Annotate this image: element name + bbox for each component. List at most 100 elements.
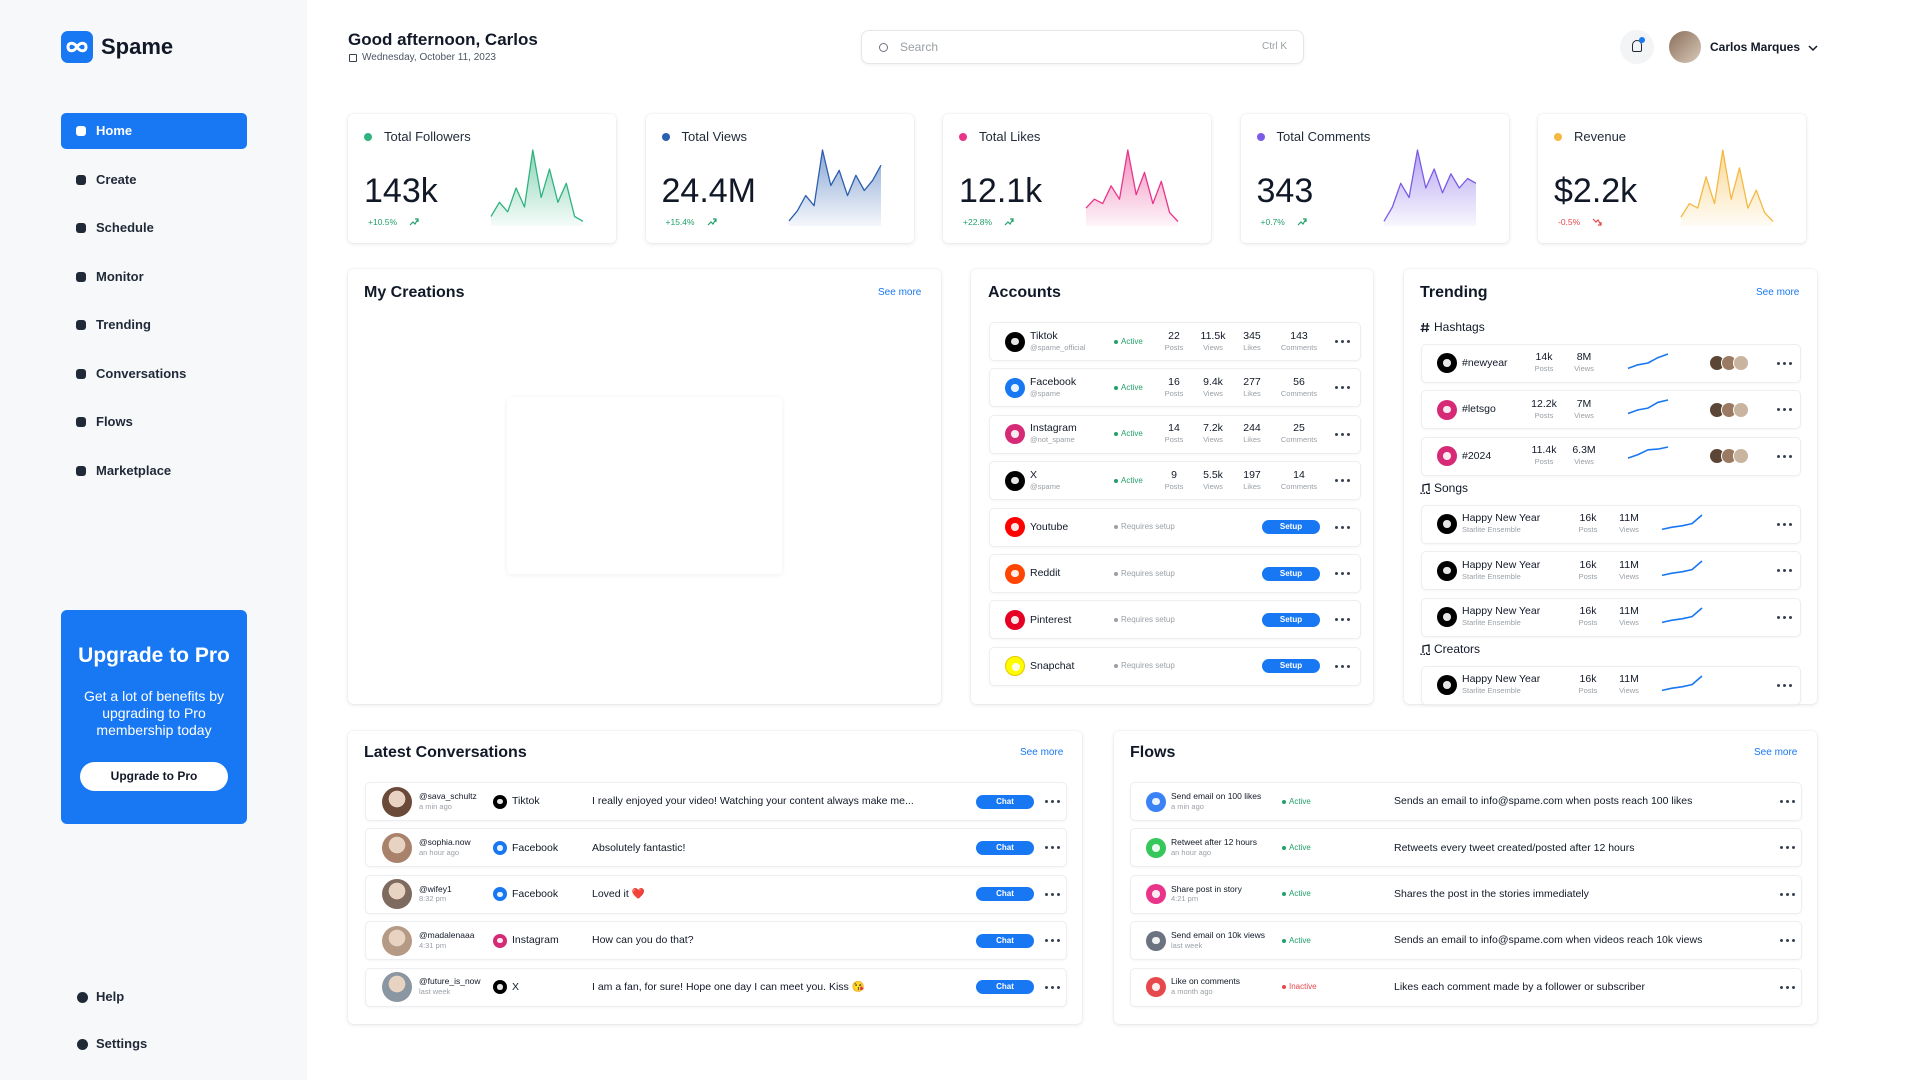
see-more-link[interactable]: See more [1754, 747, 1798, 758]
icon-glyph [1011, 523, 1019, 531]
account-row: Snapchat Requires setup Setup [989, 646, 1361, 686]
dot [1334, 618, 1338, 622]
dot [1056, 800, 1060, 803]
more-button[interactable] [1334, 572, 1350, 576]
metric-label: Likes [1243, 435, 1261, 445]
more-button[interactable] [1779, 892, 1795, 896]
nav-item[interactable]: Trending [61, 307, 247, 343]
more-button[interactable] [1044, 800, 1060, 804]
more-button[interactable] [1334, 479, 1350, 483]
more-button[interactable] [1776, 615, 1792, 619]
chat-button[interactable]: Chat [976, 840, 1034, 855]
metric-value: 8M [1576, 351, 1592, 364]
chat-button[interactable]: Chat [976, 794, 1034, 809]
message: I really enjoyed your video! Watching yo… [592, 795, 914, 808]
more-button[interactable] [1776, 522, 1792, 526]
see-more-link[interactable]: See more [1020, 747, 1064, 758]
stat-value: 12.1k [959, 171, 1043, 210]
more-button[interactable] [1334, 664, 1350, 668]
search-box[interactable]: Search Ctrl K [861, 30, 1304, 64]
more-button[interactable] [1779, 800, 1795, 804]
metric-label: Posts [1534, 364, 1554, 373]
icon-glyph [1443, 520, 1451, 528]
more-button[interactable] [1779, 846, 1795, 850]
nav-item[interactable]: Flows [61, 404, 247, 440]
more-button[interactable] [1044, 892, 1060, 896]
dot [1340, 525, 1344, 529]
stat-change: +22.8% [963, 216, 993, 227]
upgrade-button[interactable]: Upgrade to Pro [80, 762, 228, 791]
metric-value: 5.5k [1203, 468, 1223, 481]
see-more-link[interactable]: See more [878, 287, 922, 298]
footer-item[interactable]: Settings [61, 1028, 247, 1060]
setup-button[interactable]: Setup [1262, 612, 1320, 627]
more-button[interactable] [1776, 408, 1792, 412]
stat-dot [1554, 133, 1562, 141]
more-button[interactable] [1776, 569, 1792, 573]
nav-item[interactable]: Home [61, 113, 247, 149]
note [1420, 643, 1430, 655]
nav-item[interactable]: Schedule [61, 210, 247, 246]
user-avatar [382, 925, 412, 956]
chat-button[interactable]: Chat [976, 933, 1034, 948]
change-arrow [409, 218, 419, 226]
flow-name: Retweet after 12 hours [1171, 837, 1257, 848]
setup-button[interactable]: Setup [1262, 566, 1320, 581]
metric-label: Views [1203, 435, 1223, 445]
stat-label: Total Views [681, 129, 748, 145]
more-button[interactable] [1334, 618, 1350, 622]
more-button[interactable] [1776, 361, 1792, 365]
dot [1782, 361, 1786, 365]
dot [1044, 985, 1048, 989]
more-button[interactable] [1334, 525, 1350, 529]
more-button[interactable] [1044, 846, 1060, 850]
nav-item[interactable]: Marketplace [61, 453, 247, 489]
metric-value: 9.4k [1203, 376, 1223, 389]
more-button[interactable] [1779, 985, 1795, 989]
account-name: X [1030, 468, 1038, 481]
change-arrow [1297, 218, 1307, 226]
notification-button[interactable] [1620, 30, 1654, 64]
dot [1785, 846, 1789, 850]
dot [1782, 454, 1786, 458]
stat-dot [661, 133, 670, 141]
chat-button[interactable]: Chat [976, 980, 1034, 995]
nav-item[interactable]: Create [61, 162, 247, 198]
conversation-row: @wifey1 8:32 pm Facebook Loved it ❤️ Chat [365, 874, 1067, 914]
arrow [1004, 218, 1014, 226]
arrow [1592, 218, 1602, 226]
setup-button[interactable]: Setup [1262, 520, 1320, 535]
status: Requires setup [1121, 661, 1175, 671]
logo-mark [66, 41, 88, 53]
nav-item[interactable]: Monitor [61, 259, 247, 295]
platform-icon [1005, 656, 1025, 677]
more-button[interactable] [1334, 432, 1350, 436]
more-button[interactable] [1779, 939, 1795, 943]
metric-label: Posts [1578, 571, 1598, 581]
flow-description: Retweets every tweet created/posted afte… [1394, 841, 1635, 854]
more-button[interactable] [1776, 454, 1792, 458]
platform-icon [1146, 791, 1166, 812]
more-button[interactable] [1044, 939, 1060, 943]
nav-icon [76, 174, 86, 185]
stat-change: +10.5% [368, 216, 398, 227]
message-time: 8:32 pm [419, 894, 447, 904]
more-button[interactable] [1044, 985, 1060, 989]
more-button[interactable] [1334, 340, 1350, 344]
more-button[interactable] [1334, 386, 1350, 390]
item-name: #newyear [1462, 356, 1508, 369]
setup-button[interactable]: Setup [1262, 659, 1320, 674]
sparkline [1661, 513, 1703, 530]
more-button[interactable] [1776, 683, 1792, 687]
stat-change: +15.4% [665, 216, 695, 227]
chat-button[interactable]: Chat [976, 887, 1034, 902]
metric-label: Views [1203, 342, 1223, 352]
footer-item[interactable]: Help [61, 981, 247, 1013]
nav-item[interactable]: Conversations [61, 356, 247, 392]
user-name[interactable]: Carlos Marques [1710, 39, 1801, 54]
see-more-link[interactable]: See more [1756, 287, 1800, 298]
upgrade-card: Upgrade to Pro Get a lot of benefits by u… [61, 610, 247, 824]
flows-panel: Flows See more Send email on 100 likes a mi… [1114, 731, 1817, 1024]
dot [1340, 618, 1344, 622]
flow-time: a min ago [1171, 801, 1204, 811]
